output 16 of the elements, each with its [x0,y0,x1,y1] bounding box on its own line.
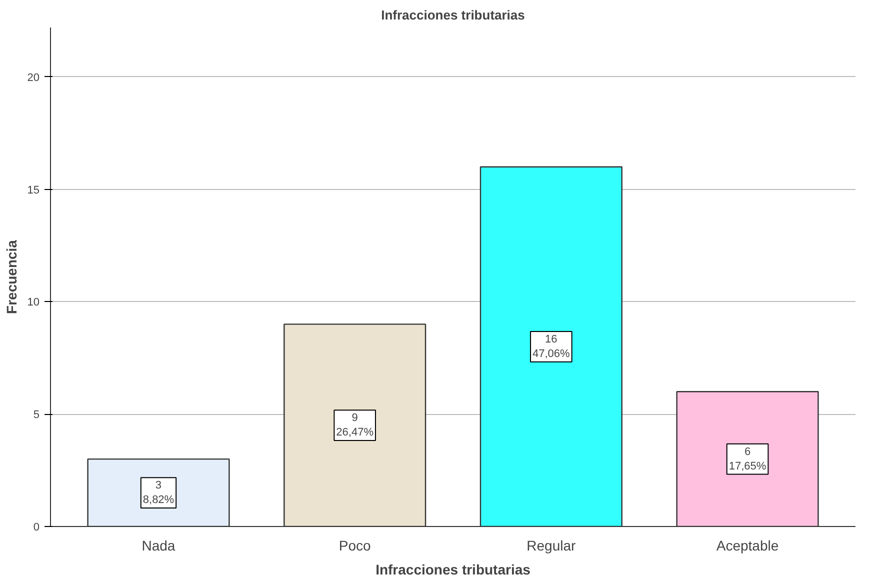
x-tick-label: Regular [526,538,576,554]
y-tick-label: 5 [33,409,40,422]
data-label: 6 17,65% [728,446,766,472]
y-axis-title: Frecuencia [3,240,20,314]
x-tick-label: Poco [338,538,371,554]
y-tick-label: 0 [33,522,40,534]
y-tick-label: 10 [27,296,40,309]
data-label: 3 8,82% [142,480,174,506]
x-axis-title: Infracciones tributarias [376,562,531,578]
x-tick-label: Nada [142,538,176,554]
x-tick-label: Aceptable [716,538,779,554]
data-label: 16 47,06% [532,333,570,360]
y-tick-label: 20 [27,72,40,84]
data-label: 9 26,47% [336,412,374,439]
chart-title: Infracciones tributarias [381,8,525,22]
y-tick-label: 15 [27,184,40,196]
